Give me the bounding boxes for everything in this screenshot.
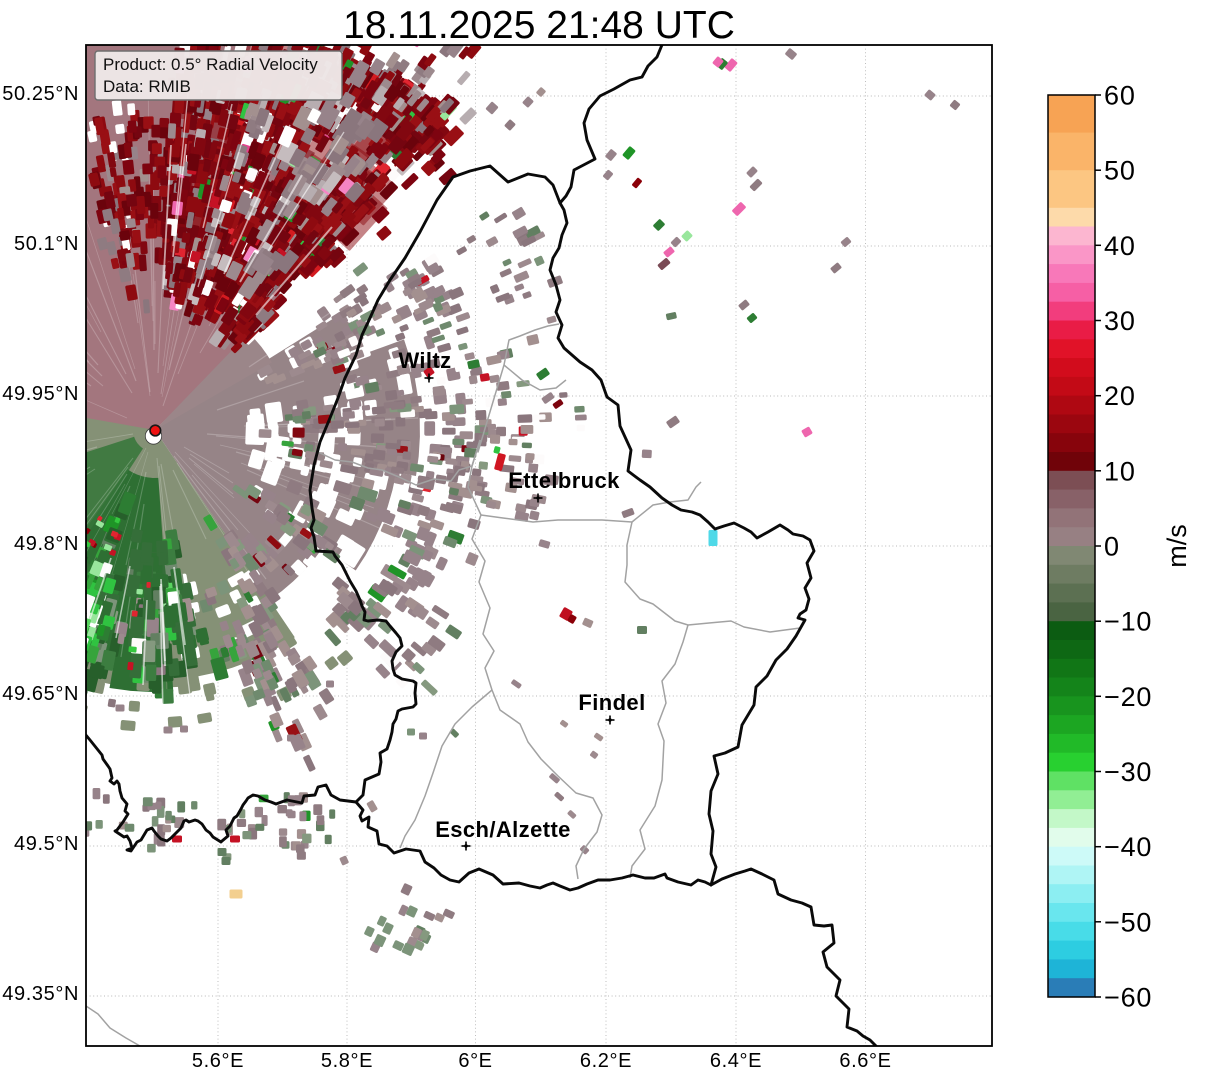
svg-text:6.2°E: 6.2°E bbox=[580, 1050, 632, 1072]
svg-text:−10: −10 bbox=[1104, 607, 1152, 637]
svg-text:20: 20 bbox=[1104, 381, 1136, 411]
svg-text:50: 50 bbox=[1104, 156, 1136, 186]
svg-text:50.1°N: 50.1°N bbox=[14, 233, 79, 255]
svg-text:49.65°N: 49.65°N bbox=[2, 683, 79, 705]
svg-text:−40: −40 bbox=[1104, 832, 1152, 862]
svg-text:6.4°E: 6.4°E bbox=[710, 1050, 762, 1072]
svg-text:Product: 0.5° Radial Velocity: Product: 0.5° Radial Velocity bbox=[103, 55, 318, 74]
svg-text:−20: −20 bbox=[1104, 682, 1152, 712]
svg-text:18.11.2025 21:48 UTC: 18.11.2025 21:48 UTC bbox=[343, 4, 735, 47]
svg-text:Wiltz: Wiltz bbox=[398, 348, 451, 373]
svg-text:0: 0 bbox=[1104, 532, 1120, 562]
svg-text:m/s: m/s bbox=[1162, 524, 1192, 568]
svg-text:49.35°N: 49.35°N bbox=[2, 983, 79, 1005]
svg-text:60: 60 bbox=[1104, 81, 1136, 111]
svg-text:10: 10 bbox=[1104, 456, 1136, 486]
svg-text:5.6°E: 5.6°E bbox=[192, 1050, 244, 1072]
svg-text:49.5°N: 49.5°N bbox=[14, 833, 79, 855]
svg-text:50.25°N: 50.25°N bbox=[2, 83, 79, 105]
svg-text:49.95°N: 49.95°N bbox=[2, 383, 79, 405]
svg-text:40: 40 bbox=[1104, 231, 1136, 261]
svg-text:49.8°N: 49.8°N bbox=[14, 533, 79, 555]
svg-text:Ettelbruck: Ettelbruck bbox=[508, 468, 620, 493]
svg-text:−50: −50 bbox=[1104, 907, 1152, 937]
svg-text:Data: RMIB: Data: RMIB bbox=[103, 77, 191, 96]
svg-text:Esch/Alzette: Esch/Alzette bbox=[435, 817, 571, 842]
svg-text:−30: −30 bbox=[1104, 757, 1152, 787]
svg-text:−60: −60 bbox=[1104, 983, 1152, 1013]
svg-text:30: 30 bbox=[1104, 306, 1136, 336]
svg-text:6.6°E: 6.6°E bbox=[839, 1050, 891, 1072]
svg-text:5.8°E: 5.8°E bbox=[321, 1050, 373, 1072]
svg-text:6°E: 6°E bbox=[458, 1050, 492, 1072]
svg-text:Findel: Findel bbox=[578, 690, 645, 715]
